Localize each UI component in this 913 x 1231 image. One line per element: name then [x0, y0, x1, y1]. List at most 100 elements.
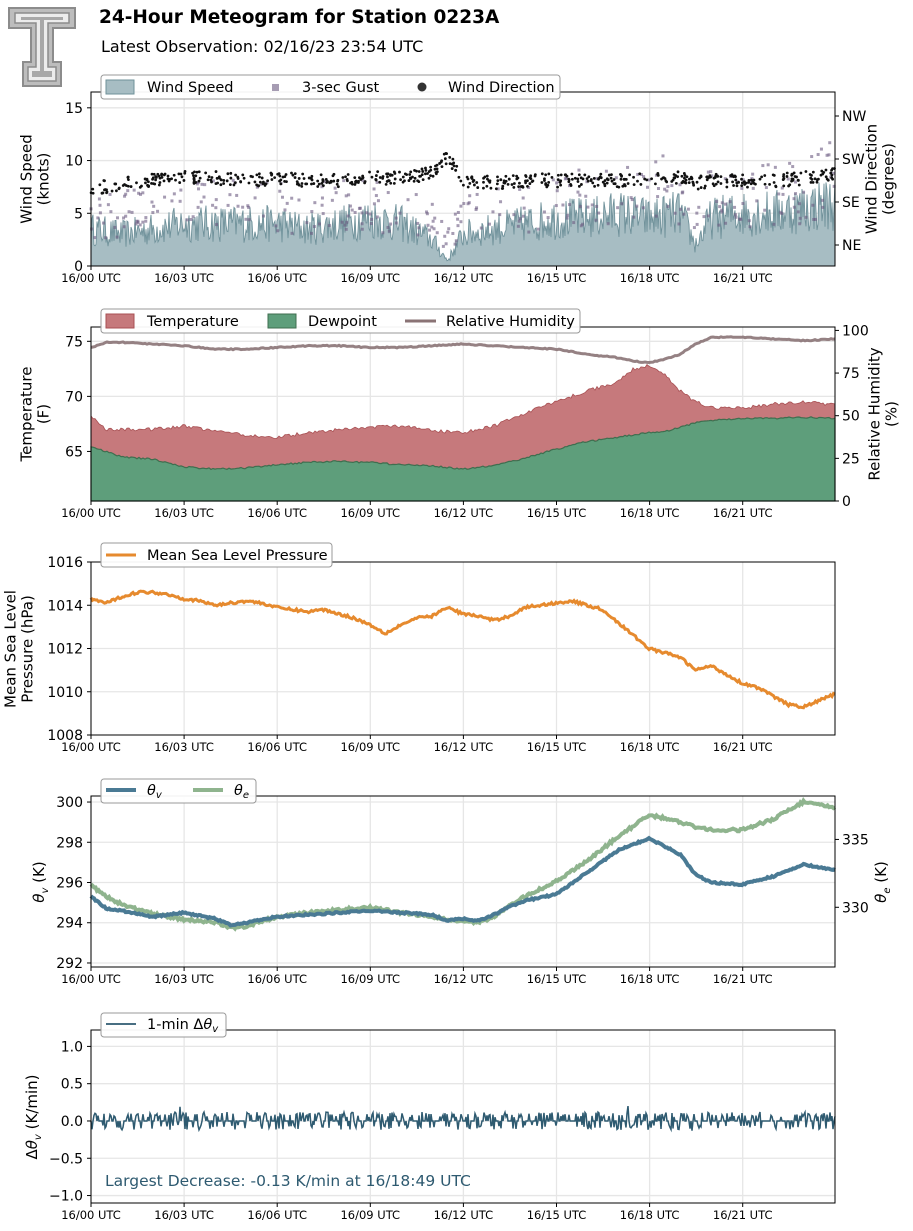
wind-direction-point [451, 157, 455, 161]
gust-marker [578, 193, 582, 197]
gust-marker [595, 204, 599, 208]
gust-marker [138, 192, 142, 196]
gust-marker [555, 189, 559, 193]
wind-direction-point [743, 180, 746, 184]
wind-direction-point [228, 183, 232, 187]
wind-direction-point [567, 178, 571, 182]
wind-direction-point [150, 181, 153, 185]
wind-direction-point [424, 168, 428, 172]
gust-marker [189, 218, 193, 222]
gust-marker [792, 197, 796, 201]
wind-direction-point [544, 182, 548, 185]
gust-marker [832, 184, 836, 188]
wind-direction-point [344, 175, 347, 179]
gust-marker [656, 195, 660, 199]
wind-direction-point [293, 172, 297, 176]
gust-marker [211, 203, 215, 207]
wind-direction-point [656, 173, 660, 176]
wind-direction-point [115, 189, 118, 193]
wind-direction-point [623, 184, 627, 188]
gust-marker [127, 210, 131, 214]
y-axis-label: Wind Speed(knots) [18, 134, 53, 224]
wind-direction-point [153, 182, 157, 186]
wind-direction-point [160, 175, 164, 179]
wind-direction-point [632, 183, 636, 187]
x-tick-label: 16/06 UTC [247, 972, 307, 986]
gust-marker [606, 222, 610, 226]
wind-direction-point [683, 173, 687, 177]
gust-marker [247, 205, 251, 209]
wind-direction-point [605, 177, 609, 181]
legend-direction-swatch [417, 82, 427, 92]
x-tick-label: 16/09 UTC [340, 740, 400, 754]
wind-direction-point [729, 174, 733, 178]
gust-marker [561, 203, 565, 207]
wind-direction-point [684, 178, 688, 182]
gust-marker [692, 226, 696, 230]
gust-marker [122, 225, 126, 229]
gust-marker [431, 219, 435, 223]
wind-direction-point [496, 175, 499, 179]
wind-direction-point [412, 179, 416, 183]
gust-marker [196, 205, 200, 209]
wind-direction-point [258, 180, 262, 184]
gust-marker [792, 205, 796, 209]
gust-marker [386, 225, 390, 229]
gust-marker [516, 224, 520, 228]
wind-direction-point [239, 180, 243, 184]
wind-direction-point [550, 175, 554, 179]
wind-direction-point [809, 176, 813, 180]
wind-direction-point [448, 162, 452, 166]
wind-direction-point [408, 173, 412, 176]
wind-direction-point [716, 180, 720, 184]
wind-direction-point [100, 191, 104, 195]
gust-marker [312, 225, 316, 229]
wind-direction-point [597, 177, 600, 181]
wind-direction-point [771, 173, 775, 177]
gust-marker [764, 186, 768, 190]
legend-dewpoint: Dewpoint [308, 314, 377, 330]
wind-direction-point [615, 185, 619, 189]
wind-direction-point [160, 173, 163, 177]
gust-marker [350, 208, 354, 212]
wind-direction-point [569, 183, 573, 186]
wind-direction-point [544, 173, 548, 177]
panel-3: 16/00 UTC 16/03 UTC 16/06 UTC 16/09 UTC 16/1… [2, 542, 836, 754]
wind-direction-point [626, 182, 630, 185]
wind-direction-point [357, 179, 360, 183]
gust-marker [656, 187, 660, 191]
wind-direction-point [504, 174, 508, 178]
gust-marker [629, 196, 633, 200]
wind-direction-point [290, 171, 293, 175]
wind-direction-point [598, 175, 602, 179]
wind-direction-point [426, 172, 429, 175]
wind-direction-point [811, 180, 815, 184]
wind-direction-point [488, 179, 492, 183]
gust-marker [813, 217, 817, 221]
wind-direction-point [799, 171, 803, 175]
gust-marker [394, 216, 398, 220]
wind-direction-point [427, 176, 431, 180]
wind-direction-point [403, 179, 406, 183]
gust-marker [443, 234, 447, 238]
gust-marker [372, 187, 376, 191]
gust-marker [616, 206, 620, 210]
wind-direction-point [528, 182, 532, 185]
wind-direction-point [740, 184, 744, 188]
legend-wind-speed: Wind Speed [147, 80, 234, 96]
wind-direction-point [301, 172, 305, 176]
wind-direction-point [424, 166, 427, 170]
wind-direction-point [163, 172, 167, 176]
wind-direction-point [824, 175, 828, 179]
gust-marker [141, 220, 145, 224]
wind-direction-point [257, 184, 261, 188]
gust-marker [228, 193, 232, 197]
gust-marker [346, 214, 350, 218]
wind-direction-point [511, 174, 515, 178]
gust-marker [741, 178, 745, 182]
wind-direction-point [636, 179, 639, 183]
wind-direction-point [103, 179, 106, 183]
wind-direction-point [664, 179, 668, 183]
gust-marker [152, 204, 156, 208]
wind-direction-point [524, 181, 527, 185]
